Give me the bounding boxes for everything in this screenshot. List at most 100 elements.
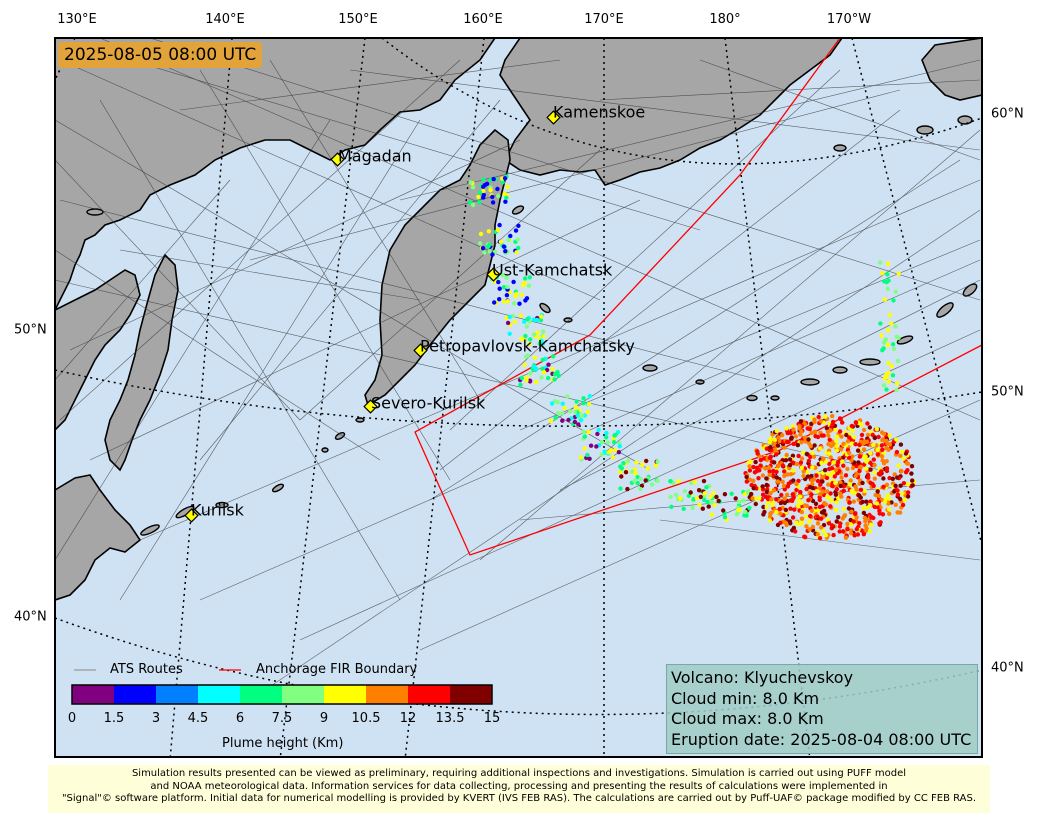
plume-particle	[674, 492, 679, 498]
plume-particle	[655, 459, 660, 464]
plume-particle	[895, 492, 901, 497]
plume-particle	[579, 418, 584, 423]
plume-particle	[784, 452, 789, 458]
city-label-kamenskoe: Kamenskoe	[553, 102, 646, 122]
plume-particle	[797, 494, 803, 499]
plume-particle	[573, 404, 579, 410]
plume-particle	[796, 498, 801, 504]
plume-particle	[768, 445, 773, 450]
plume-particle	[841, 441, 846, 446]
plume-particle	[840, 516, 845, 521]
plume-particle	[890, 476, 895, 481]
plume-particle	[791, 441, 796, 447]
plume-particle	[868, 499, 873, 504]
plume-particle	[875, 447, 880, 453]
plume-particle	[881, 431, 887, 437]
plume-particle	[644, 458, 649, 464]
plume-particle	[803, 514, 809, 519]
plume-particle	[856, 460, 861, 465]
plume-particle	[744, 513, 749, 518]
plume-particle	[790, 453, 796, 458]
plume-particle	[678, 496, 683, 501]
plume-particle	[887, 511, 892, 516]
plume-particle	[760, 484, 765, 489]
plume-particle	[783, 507, 789, 513]
plume-particle	[801, 473, 806, 479]
plume-particle	[522, 276, 528, 281]
plume-particle	[518, 313, 524, 318]
plume-particle	[819, 460, 824, 466]
plume-particle	[514, 250, 519, 255]
plume-particle	[863, 519, 868, 524]
plume-particle	[819, 525, 824, 530]
plume-particle	[747, 468, 753, 473]
plume-particle	[870, 481, 875, 487]
land-mainland-coast	[55, 269, 141, 432]
land-hokkaido	[55, 474, 142, 601]
city-label-magadan: Magadan	[338, 146, 412, 166]
plume-particle	[799, 440, 804, 445]
plume-particle	[906, 490, 911, 495]
lon-label-150e: 150°E	[338, 12, 378, 27]
plume-particle	[505, 284, 510, 290]
plume-particle	[849, 441, 855, 446]
land-siberia	[55, 38, 496, 311]
plume-particle	[534, 317, 540, 323]
plume-particle	[768, 436, 773, 441]
plume-particle	[733, 496, 738, 501]
plume-particle	[867, 425, 872, 430]
plume-particle	[809, 430, 814, 436]
plume-particle	[498, 239, 504, 244]
plume-particle	[496, 279, 501, 285]
plume-particle	[768, 490, 773, 496]
plume-particle	[885, 286, 890, 292]
plume-particle	[655, 478, 660, 483]
plume-particle	[818, 492, 823, 497]
plume-particle	[477, 190, 483, 195]
plume-particle	[884, 466, 890, 471]
city-markers	[184, 110, 561, 523]
plume-particle	[837, 524, 843, 529]
plume-particle	[468, 180, 473, 185]
plume-particle	[852, 533, 857, 538]
plume-particle	[886, 327, 891, 333]
plume-particle	[613, 447, 618, 453]
plume-particle	[548, 418, 554, 424]
lat-label-right-60n: 60°N	[991, 106, 1024, 122]
plume-particle	[896, 271, 901, 276]
plume-particle	[862, 488, 867, 493]
plume-particle	[500, 272, 505, 278]
plume-particle	[810, 485, 815, 491]
plume-particle	[828, 504, 833, 509]
plume-particle	[818, 482, 823, 487]
plume-particle	[560, 401, 565, 406]
plume-particle	[796, 453, 801, 459]
plume-particle	[895, 358, 901, 364]
plume-particle	[795, 442, 800, 448]
plume-particle	[863, 523, 868, 528]
plume-particle	[909, 464, 915, 469]
plume-particle	[861, 447, 867, 452]
plume-particle	[808, 444, 813, 449]
plume-particle	[861, 427, 867, 433]
plume-particle	[878, 260, 883, 265]
plume-particle	[874, 426, 880, 432]
plume-particle	[838, 483, 843, 489]
plume-particle	[833, 492, 839, 497]
plume-particle	[560, 411, 565, 416]
plume-particle	[841, 506, 846, 512]
plume-particle	[769, 510, 774, 515]
plume-particle	[830, 413, 835, 419]
plume-particle	[884, 374, 889, 380]
plume-particle	[764, 476, 769, 481]
plume-particle	[770, 473, 776, 478]
plume-particle	[528, 337, 533, 342]
land-kamchatka	[364, 128, 511, 407]
colorbar-segment	[72, 685, 114, 704]
plume-particle	[886, 379, 891, 384]
plume-particle	[482, 250, 487, 255]
lat-label-left-50n: 50°N	[14, 322, 47, 338]
plume-particle	[838, 491, 843, 496]
plume-particle	[604, 435, 609, 440]
plume-particle	[573, 409, 578, 415]
